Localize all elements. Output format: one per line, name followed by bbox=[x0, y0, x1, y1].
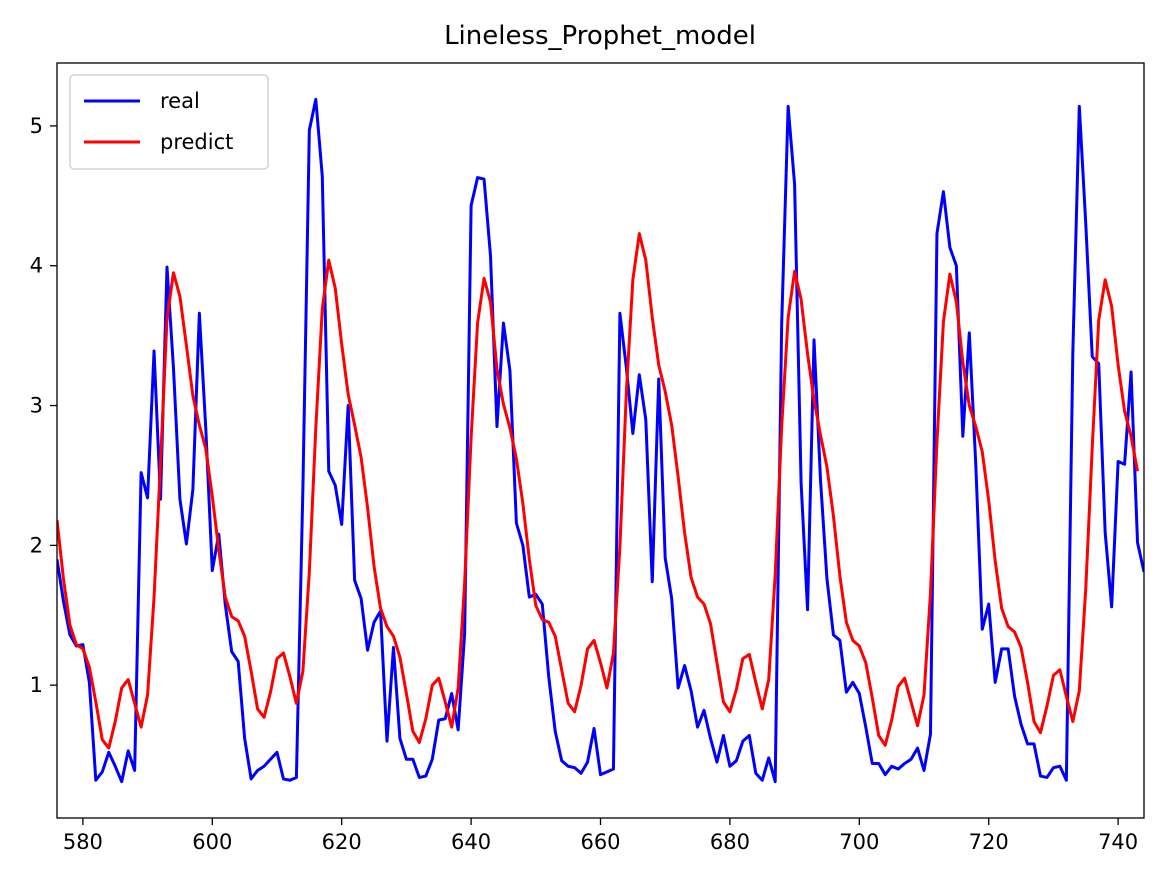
x-tick-label: 720 bbox=[969, 830, 1009, 854]
legend: real predict bbox=[69, 74, 269, 170]
x-tick-label: 640 bbox=[451, 830, 491, 854]
x-tick-label: 580 bbox=[63, 830, 103, 854]
x-tick-label: 680 bbox=[710, 830, 750, 854]
x-tick-label: 600 bbox=[192, 830, 232, 854]
y-tick-label: 4 bbox=[30, 254, 43, 278]
legend-box bbox=[69, 74, 269, 170]
y-axis: 1 2 3 4 5 bbox=[30, 114, 57, 697]
x-axis: 580 600 620 640 660 680 700 720 740 bbox=[63, 818, 1138, 854]
x-tick-label: 620 bbox=[322, 830, 362, 854]
legend-label-predict: predict bbox=[160, 130, 233, 154]
x-tick-label: 700 bbox=[839, 830, 879, 854]
x-tick-label: 660 bbox=[580, 830, 620, 854]
chart-title: Lineless_Prophet_model bbox=[444, 21, 756, 51]
y-tick-label: 5 bbox=[30, 114, 43, 138]
legend-label-real: real bbox=[160, 89, 200, 113]
y-tick-label: 1 bbox=[30, 673, 43, 697]
y-tick-label: 2 bbox=[30, 533, 43, 557]
x-tick-label: 740 bbox=[1098, 830, 1138, 854]
plot-area bbox=[57, 97, 1144, 784]
series-line-real bbox=[57, 97, 1144, 784]
y-tick-label: 3 bbox=[30, 394, 43, 418]
series-line-predict bbox=[57, 232, 1140, 750]
